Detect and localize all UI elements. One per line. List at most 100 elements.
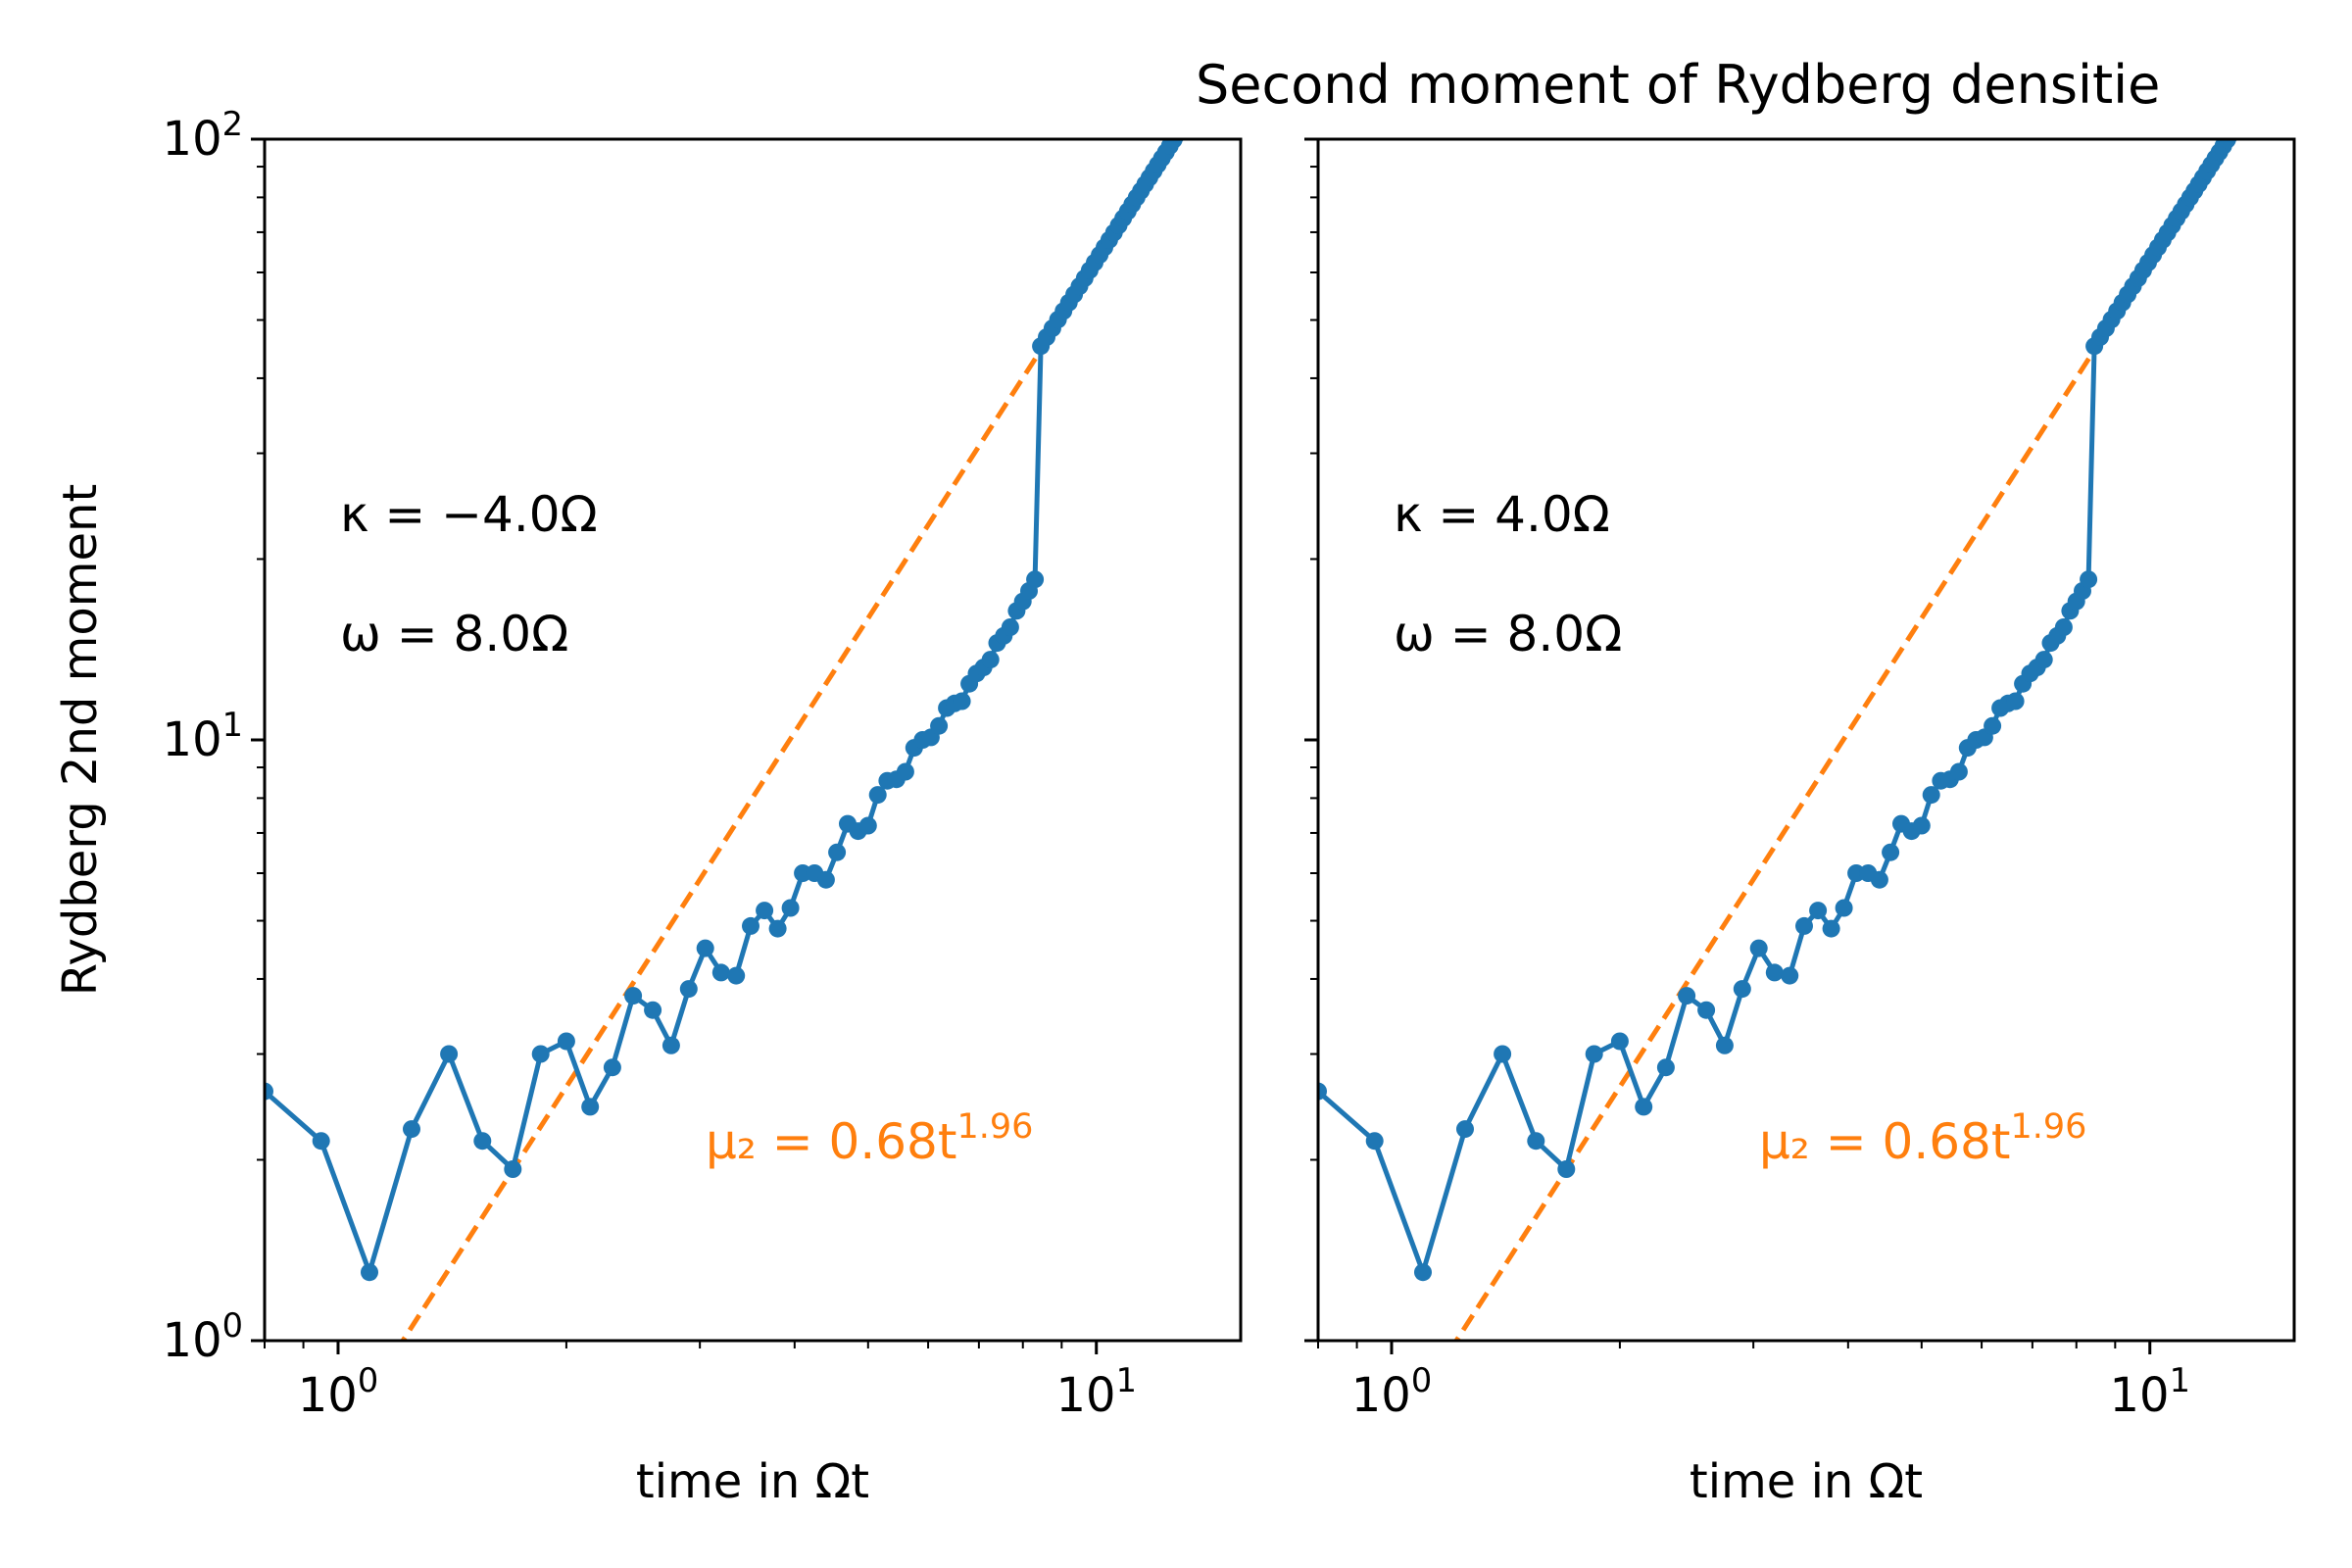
- data-point: [1697, 1001, 1716, 1019]
- data-point: [2054, 618, 2073, 636]
- data-point: [1527, 1132, 1545, 1151]
- data-point: [868, 786, 887, 805]
- chart-panel-left: 100 101 100 101 102 time in Ωt Rydberg 2nd mom…: [53, 27, 1250, 1509]
- figure-title: Second moment of Rydberg densitie: [1196, 54, 2160, 116]
- fit-label: μ₂ = 0.68t1.96: [706, 1107, 1033, 1170]
- data-point: [2034, 651, 2053, 669]
- data-point: [504, 1160, 522, 1178]
- data-point: [781, 899, 800, 917]
- data-point: [1173, 119, 1191, 136]
- chart-panel-right: 100 101 time in Ωt κ = 4.0Ω ω = 8.0Ω μ₂ = 0.6…: [1304, 27, 2303, 1509]
- data-point: [473, 1132, 492, 1151]
- data-point: [2269, 53, 2286, 71]
- data-point: [2266, 58, 2283, 75]
- data-point: [2248, 84, 2266, 102]
- omega-annotation: ω = 8.0Ω: [340, 606, 568, 662]
- data-point: [1715, 1036, 1734, 1054]
- data-point: [1870, 870, 1888, 889]
- data-point: [1749, 939, 1768, 957]
- data-point: [1949, 762, 1968, 781]
- data-point: [1733, 980, 1751, 999]
- data-point: [679, 980, 698, 999]
- data-point: [1765, 963, 1784, 982]
- data-point: [981, 651, 1000, 669]
- data-point: [2273, 47, 2290, 65]
- data-point: [603, 1058, 621, 1077]
- data-point: [1656, 1058, 1675, 1077]
- y-tick-label: 101: [163, 706, 243, 767]
- kappa-annotation: κ = −4.0Ω: [340, 486, 598, 543]
- x-axis-label: time in Ωt: [1690, 1454, 1923, 1509]
- data-point: [1414, 1263, 1432, 1282]
- data-point: [2241, 96, 2259, 114]
- data-point: [1456, 1120, 1474, 1139]
- data-point: [581, 1098, 600, 1116]
- data-point: [2255, 74, 2273, 91]
- data-point: [1585, 1045, 1603, 1063]
- data-point: [557, 1032, 575, 1051]
- plot-area: [1318, 27, 2303, 1341]
- x-tick-label: 101: [2110, 1361, 2190, 1423]
- data-point: [440, 1045, 459, 1063]
- data-point: [1610, 1032, 1629, 1051]
- data-point: [1678, 987, 1696, 1005]
- data-point: [1001, 618, 1019, 636]
- data-point: [1922, 786, 1940, 805]
- data-point: [1494, 1045, 1512, 1063]
- data-point: [1822, 919, 1840, 938]
- data-point: [2233, 108, 2251, 125]
- data-point: [403, 1120, 420, 1139]
- kappa-annotation: κ = 4.0Ω: [1394, 486, 1610, 543]
- data-point: [2278, 37, 2296, 55]
- x-tick-label: 101: [1056, 1361, 1137, 1423]
- data-point: [2227, 119, 2244, 136]
- data-point: [930, 716, 949, 735]
- x-tick-label: 100: [298, 1361, 378, 1423]
- omega-annotation: ω = 8.0Ω: [1394, 606, 1622, 662]
- data-point: [953, 692, 971, 710]
- data-point: [2252, 79, 2270, 97]
- data-point: [531, 1045, 550, 1063]
- plot-area: [265, 27, 1250, 1341]
- y-axis-label: Rydberg 2nd moment: [53, 484, 108, 997]
- y-tick-label: 100: [163, 1306, 243, 1368]
- data-point: [1912, 816, 1931, 835]
- data-point: [1318, 1082, 1327, 1101]
- x-tick-label: 100: [1351, 1361, 1432, 1423]
- data-point: [662, 1036, 680, 1054]
- data-point: [742, 916, 760, 935]
- data-point: [1557, 1160, 1576, 1178]
- data-point: [2230, 113, 2248, 130]
- data-point: [361, 1263, 378, 1282]
- data-point: [1809, 902, 1828, 920]
- data-point: [2276, 42, 2293, 60]
- data-point: [727, 966, 746, 985]
- data-point: [768, 919, 787, 938]
- data-point: [1232, 27, 1250, 45]
- data-point: [1835, 899, 1853, 917]
- data-point: [265, 1082, 273, 1101]
- y-tick-label: 102: [163, 105, 243, 167]
- data-point: [896, 762, 914, 781]
- data-point: [1229, 32, 1247, 50]
- data-point: [1984, 716, 2002, 735]
- data-point: [1225, 37, 1243, 55]
- data-point: [2237, 102, 2255, 120]
- data-point: [1795, 916, 1813, 935]
- data-point: [1365, 1132, 1384, 1151]
- data-point: [2259, 69, 2277, 86]
- data-point: [1781, 966, 1799, 985]
- data-point: [756, 902, 774, 920]
- x-axis-label: time in Ωt: [636, 1454, 869, 1509]
- data-point: [2285, 27, 2303, 45]
- data-point: [816, 870, 835, 889]
- data-point: [644, 1001, 662, 1019]
- data-point: [1882, 843, 1900, 861]
- data-point: [624, 987, 643, 1005]
- data-point: [1635, 1098, 1653, 1116]
- data-point: [2080, 570, 2098, 589]
- data-point: [2006, 692, 2025, 710]
- data-point: [1026, 570, 1045, 589]
- data-point: [2245, 90, 2263, 108]
